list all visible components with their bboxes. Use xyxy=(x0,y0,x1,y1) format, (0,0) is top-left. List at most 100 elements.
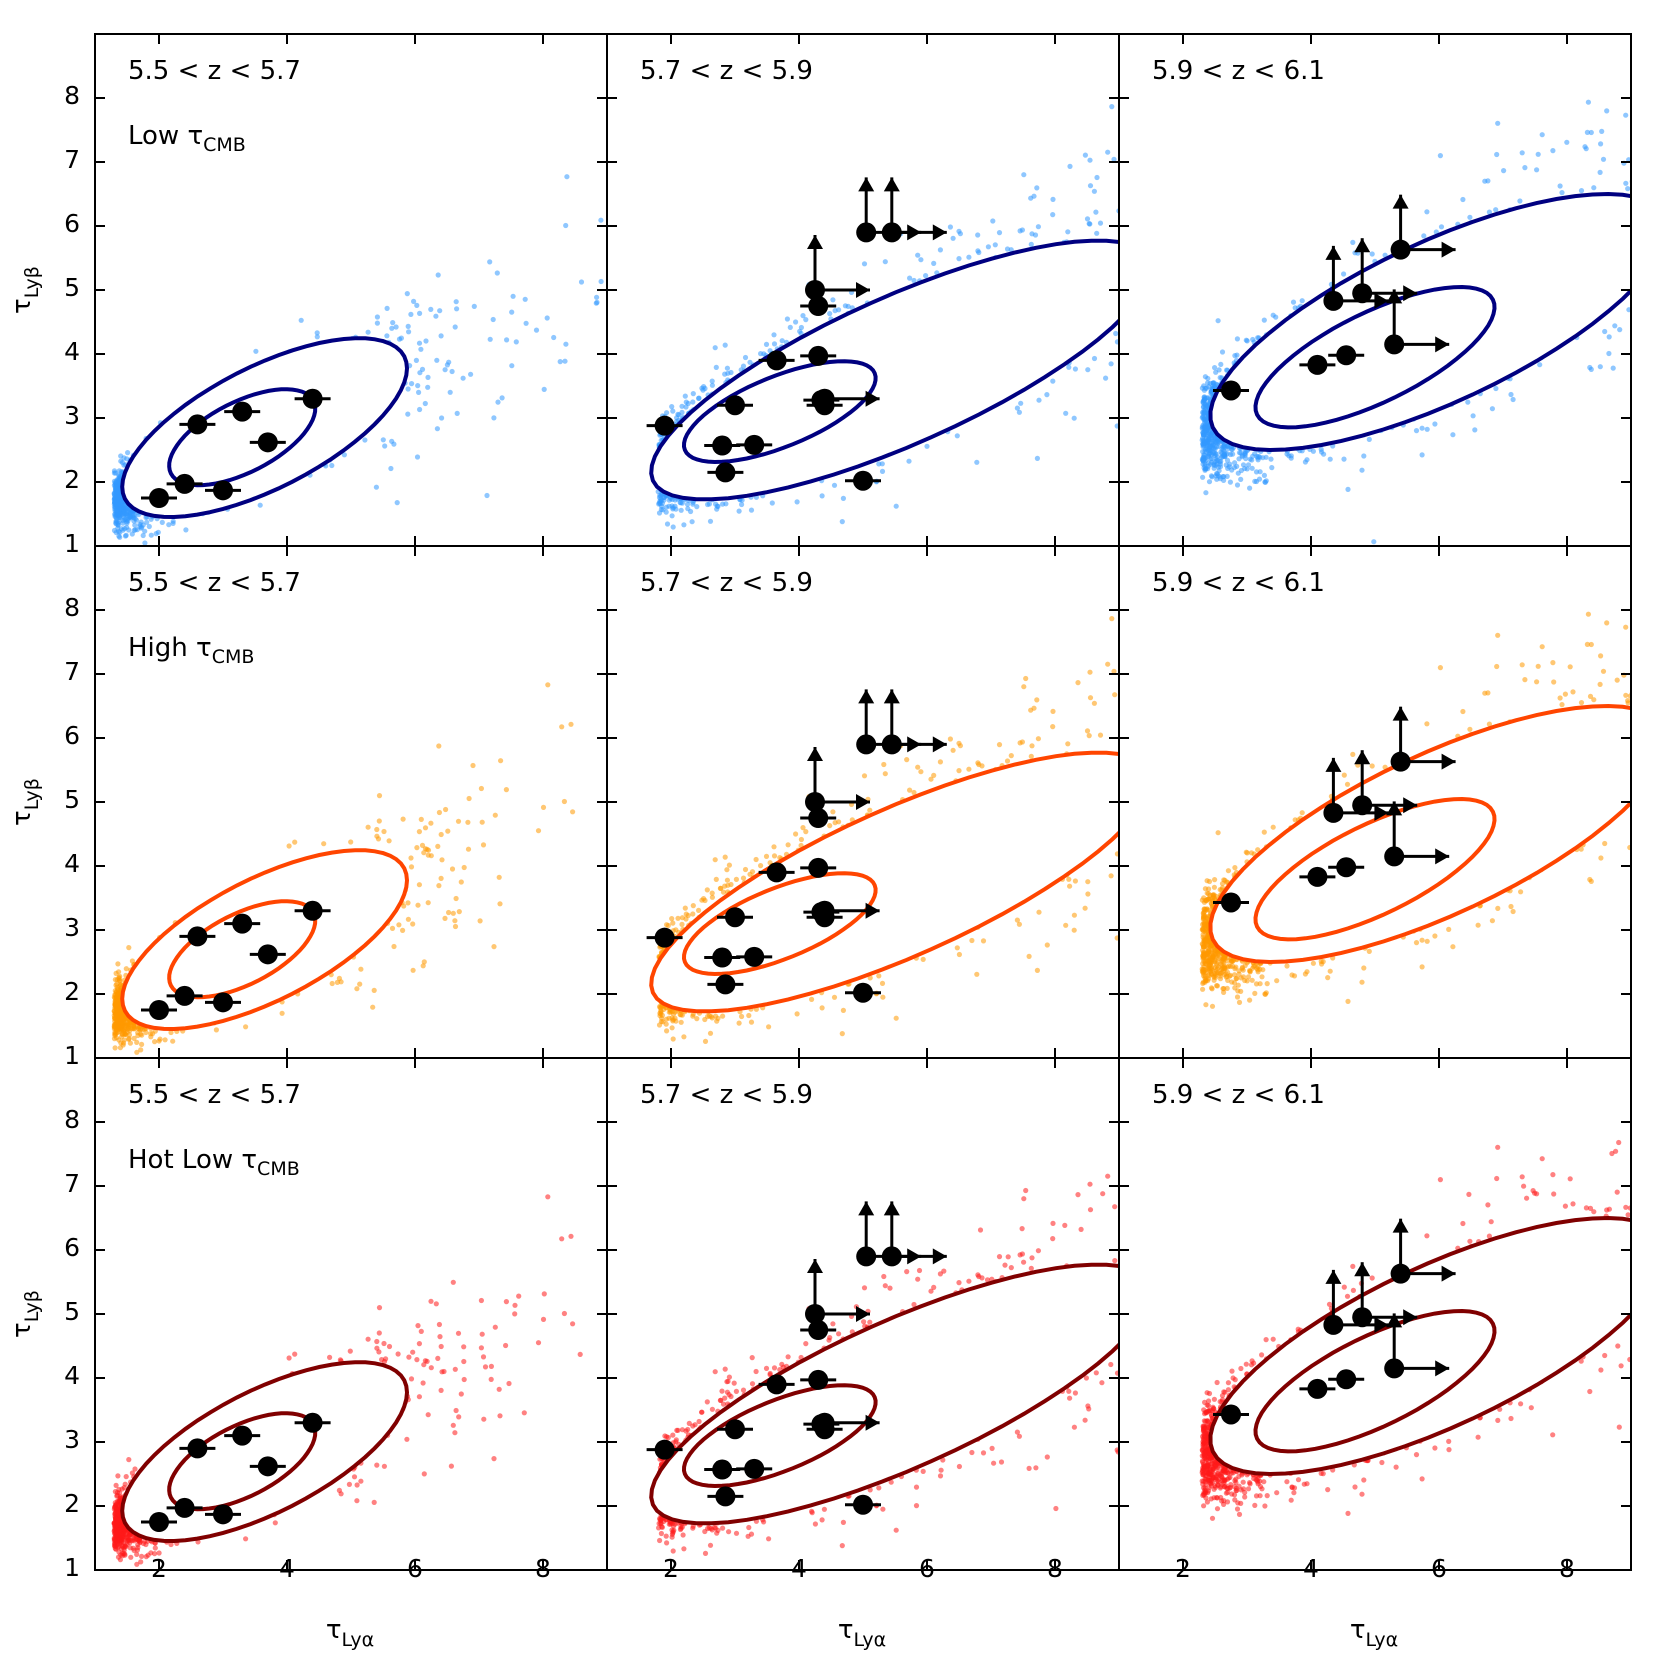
observation-point xyxy=(149,488,169,508)
sim-point xyxy=(113,484,119,490)
sim-point xyxy=(422,400,428,407)
sim-point xyxy=(414,302,420,308)
sim-point xyxy=(523,320,529,326)
sim-point xyxy=(956,256,962,262)
sim-point xyxy=(416,340,423,346)
sim-point xyxy=(139,524,145,530)
observations xyxy=(141,388,331,508)
sim-point xyxy=(298,317,304,323)
sim-point xyxy=(563,341,569,347)
sim-point xyxy=(439,415,445,421)
sim-point xyxy=(974,459,980,465)
sim-point xyxy=(690,501,696,507)
sim-point xyxy=(562,358,568,364)
sim-point xyxy=(416,389,422,395)
sim-point xyxy=(683,399,689,405)
sim-point xyxy=(1035,224,1041,230)
sim-point xyxy=(1114,339,1119,345)
sim-point xyxy=(950,235,956,241)
sim-point xyxy=(423,338,429,344)
sim-point xyxy=(257,502,263,508)
sim-point xyxy=(121,455,127,461)
sim-point xyxy=(840,495,847,501)
sim-point xyxy=(170,520,176,527)
sim-point xyxy=(793,319,799,325)
sim-point xyxy=(454,306,460,312)
sim-point xyxy=(1087,157,1093,163)
sim-point xyxy=(155,529,161,535)
sim-point xyxy=(1014,405,1021,411)
sim-point xyxy=(159,519,165,526)
sim-point xyxy=(148,516,154,522)
sim-point xyxy=(460,375,466,381)
sim-point xyxy=(405,411,411,417)
sim-point xyxy=(434,426,440,432)
sim-point xyxy=(681,522,687,528)
sim-point xyxy=(541,386,547,392)
sim-point xyxy=(1016,409,1023,415)
sim-point xyxy=(113,521,119,527)
sim-point xyxy=(390,320,396,326)
panel: 5.7 < z < 5.9 xyxy=(606,33,1120,547)
sim-point xyxy=(449,368,455,375)
sim-point xyxy=(142,528,148,534)
sim-point xyxy=(428,306,434,312)
observation-point xyxy=(174,473,195,494)
sim-point xyxy=(748,507,755,513)
sim-point xyxy=(487,336,493,342)
sim-point xyxy=(739,501,745,508)
sim-point xyxy=(1111,156,1117,162)
sim-point xyxy=(1087,183,1094,189)
sim-point xyxy=(433,313,439,319)
sim-point xyxy=(253,348,259,354)
sim-point xyxy=(882,259,888,265)
sim-point xyxy=(1034,455,1040,461)
sim-point xyxy=(140,532,146,539)
sim-point xyxy=(742,354,749,361)
sim-point xyxy=(384,305,390,311)
sim-point xyxy=(673,506,679,512)
sim-point xyxy=(1036,397,1042,403)
sim-point xyxy=(707,518,714,524)
sim-point xyxy=(937,247,944,253)
sim-point xyxy=(117,534,123,540)
sim-point xyxy=(494,270,500,276)
sim-point xyxy=(1109,104,1115,110)
sim-point xyxy=(112,506,118,512)
sim-point xyxy=(1034,185,1040,191)
sim-point xyxy=(557,359,563,365)
sim-point xyxy=(453,299,459,305)
sim-point xyxy=(669,513,675,519)
sim-point xyxy=(598,278,604,285)
sim-point xyxy=(1019,227,1025,233)
sim-point xyxy=(314,330,320,336)
sim-point xyxy=(447,389,453,395)
sim-point xyxy=(388,465,394,472)
sim-point xyxy=(509,363,515,369)
sim-point xyxy=(1084,216,1091,222)
sim-point xyxy=(329,462,335,469)
sim-point xyxy=(121,462,127,468)
sim-point xyxy=(394,500,400,506)
sim-point xyxy=(709,382,716,388)
sim-point xyxy=(1021,172,1027,178)
sim-point xyxy=(593,300,599,306)
observation-point xyxy=(302,388,323,409)
sim-point xyxy=(771,341,778,347)
sim-point xyxy=(954,433,960,439)
sim-point xyxy=(1050,196,1056,202)
sim-point xyxy=(666,503,672,509)
sim-point xyxy=(437,308,443,314)
sim-point xyxy=(121,507,127,513)
sim-point xyxy=(669,404,675,410)
sim-point xyxy=(144,519,150,525)
sim-point xyxy=(747,359,753,365)
sim-point xyxy=(113,478,120,484)
sim-point xyxy=(125,450,131,456)
sim-point xyxy=(771,332,777,338)
sim-point xyxy=(118,469,125,475)
contour-inner xyxy=(167,387,318,488)
sim-point xyxy=(442,367,448,373)
sim-point xyxy=(117,529,123,536)
